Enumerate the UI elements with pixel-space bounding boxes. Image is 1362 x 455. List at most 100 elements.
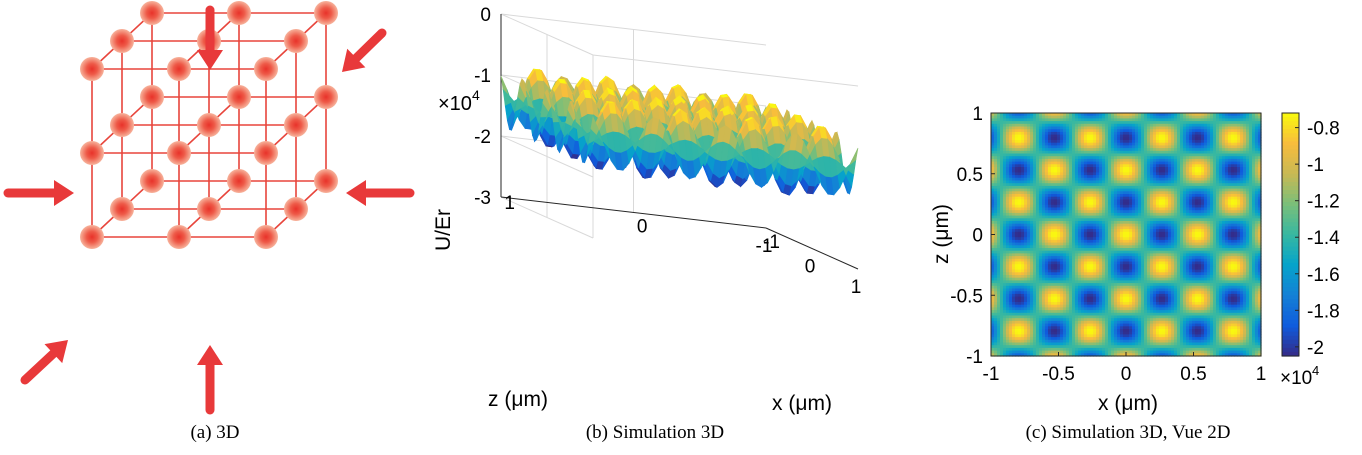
heatmap-cell	[1054, 310, 1058, 314]
heatmap-cell	[1003, 288, 1007, 292]
heatmap-cell	[1009, 150, 1013, 155]
heatmap-cell	[1087, 258, 1091, 263]
heatmap-cell	[1024, 140, 1028, 144]
lattice-atom	[227, 169, 251, 193]
heatmap-cell	[1075, 118, 1079, 122]
heatmap-cell	[1015, 337, 1019, 341]
heatmap-cell	[997, 264, 1001, 268]
heatmap-cell	[1081, 293, 1085, 298]
heatmap-cell	[1018, 307, 1022, 311]
heatmap-cell	[1063, 175, 1067, 179]
z-exponent-power: 4	[472, 87, 480, 103]
heatmap-cell	[1012, 264, 1016, 268]
heatmap-cell	[1078, 177, 1082, 182]
heatmap-cell	[1024, 131, 1028, 136]
heatmap-cell	[1048, 191, 1052, 195]
heatmap-cell	[1033, 339, 1037, 344]
heatmap-cell	[1036, 199, 1040, 203]
heatmap-cell	[1066, 118, 1070, 122]
heatmap-cell	[1072, 353, 1076, 357]
heatmap-cell	[1015, 320, 1019, 325]
heatmap-cell	[1012, 275, 1016, 279]
heatmap-cell	[1087, 191, 1091, 195]
heatmap-cell	[1045, 291, 1049, 295]
heatmap-cell	[1084, 164, 1088, 168]
heatmap-cell	[1048, 264, 1052, 268]
heatmap-cell	[1048, 283, 1052, 287]
heatmap-cell	[1054, 180, 1058, 184]
heatmap-cell	[1060, 277, 1064, 281]
heatmap-cell	[1027, 185, 1031, 190]
heatmap-cell	[1054, 258, 1058, 263]
heatmap-cell	[1024, 261, 1028, 265]
heatmap-cell	[1069, 134, 1073, 138]
heatmap-cell	[1066, 299, 1070, 303]
heatmap-cell	[1033, 215, 1037, 219]
heatmap-cell	[1042, 172, 1046, 176]
heatmap-cell	[1060, 234, 1064, 238]
heatmap-cell	[1033, 121, 1037, 125]
heatmap-cell	[994, 121, 998, 125]
heatmap-cell	[1057, 113, 1061, 117]
heatmap-cell	[1018, 129, 1022, 133]
heatmap-cell	[1030, 196, 1034, 200]
heatmap-cell	[1048, 113, 1052, 117]
heatmap-cell	[1015, 350, 1019, 354]
heatmap-cell	[1009, 194, 1013, 198]
heatmap-cell	[1078, 347, 1082, 352]
heatmap-cell	[1051, 215, 1055, 219]
heatmap-cell	[1003, 318, 1007, 322]
heatmap-cell	[1057, 318, 1061, 322]
heatmap-cell	[1033, 345, 1037, 349]
heatmap-cell	[1024, 158, 1028, 163]
heatmap-cell	[1033, 145, 1037, 149]
heatmap-cell	[1039, 156, 1043, 160]
heatmap-cell	[1039, 337, 1043, 341]
heatmap-cell	[1066, 318, 1070, 322]
heatmap-cell	[1060, 145, 1064, 149]
heatmap-cell	[1030, 134, 1034, 138]
heatmap-cell	[1006, 234, 1010, 238]
heatmap-cell	[1021, 299, 1025, 303]
heatmap-cell	[1003, 131, 1007, 136]
heatmap-cell	[1069, 272, 1073, 276]
heatmap-cell	[1021, 288, 1025, 292]
heatmap-cell	[1003, 347, 1007, 352]
heatmap-cell	[991, 304, 995, 308]
heatmap-cell	[1054, 123, 1058, 128]
heatmap-cell	[1087, 113, 1091, 117]
heatmap-cell	[1000, 269, 1004, 273]
heatmap-cell	[1000, 310, 1004, 314]
heatmap-cell	[1039, 296, 1043, 300]
heatmap-cell	[1036, 134, 1040, 138]
heatmap-cell	[994, 337, 998, 341]
heatmap-cell	[1087, 245, 1091, 249]
heatmap-cell	[1039, 194, 1043, 198]
heatmap-cell	[1009, 315, 1013, 319]
heatmap-cell	[1063, 318, 1067, 322]
heatmap-cell	[997, 307, 1001, 311]
heatmap-cell	[1039, 142, 1043, 146]
heatmap-cell	[1021, 350, 1025, 354]
heatmap-cell	[1084, 296, 1088, 300]
heatmap-cell	[991, 323, 995, 327]
heatmap-cell	[1009, 272, 1013, 276]
heatmap-cell	[1036, 272, 1040, 276]
heatmap-cell	[1048, 158, 1052, 163]
heatmap-cell	[1045, 283, 1049, 287]
heatmap-cell	[1054, 145, 1058, 149]
heatmap-cell	[1048, 207, 1052, 211]
heatmap-cell	[1009, 339, 1013, 344]
heatmap-cell	[1015, 275, 1019, 279]
heatmap-cell	[1087, 237, 1091, 241]
heatmap-cell	[1075, 307, 1079, 311]
heatmap-cell	[1045, 210, 1049, 214]
heatmap-cell	[1030, 118, 1034, 122]
heatmap-cell	[1072, 129, 1076, 133]
heatmap-cell	[1045, 148, 1049, 152]
heatmap-cell	[1027, 169, 1031, 173]
heatmap-cell	[1000, 175, 1004, 179]
heatmap-cell	[1027, 175, 1031, 179]
heatmap-cell	[1063, 315, 1067, 319]
heatmap-cell	[1075, 288, 1079, 292]
